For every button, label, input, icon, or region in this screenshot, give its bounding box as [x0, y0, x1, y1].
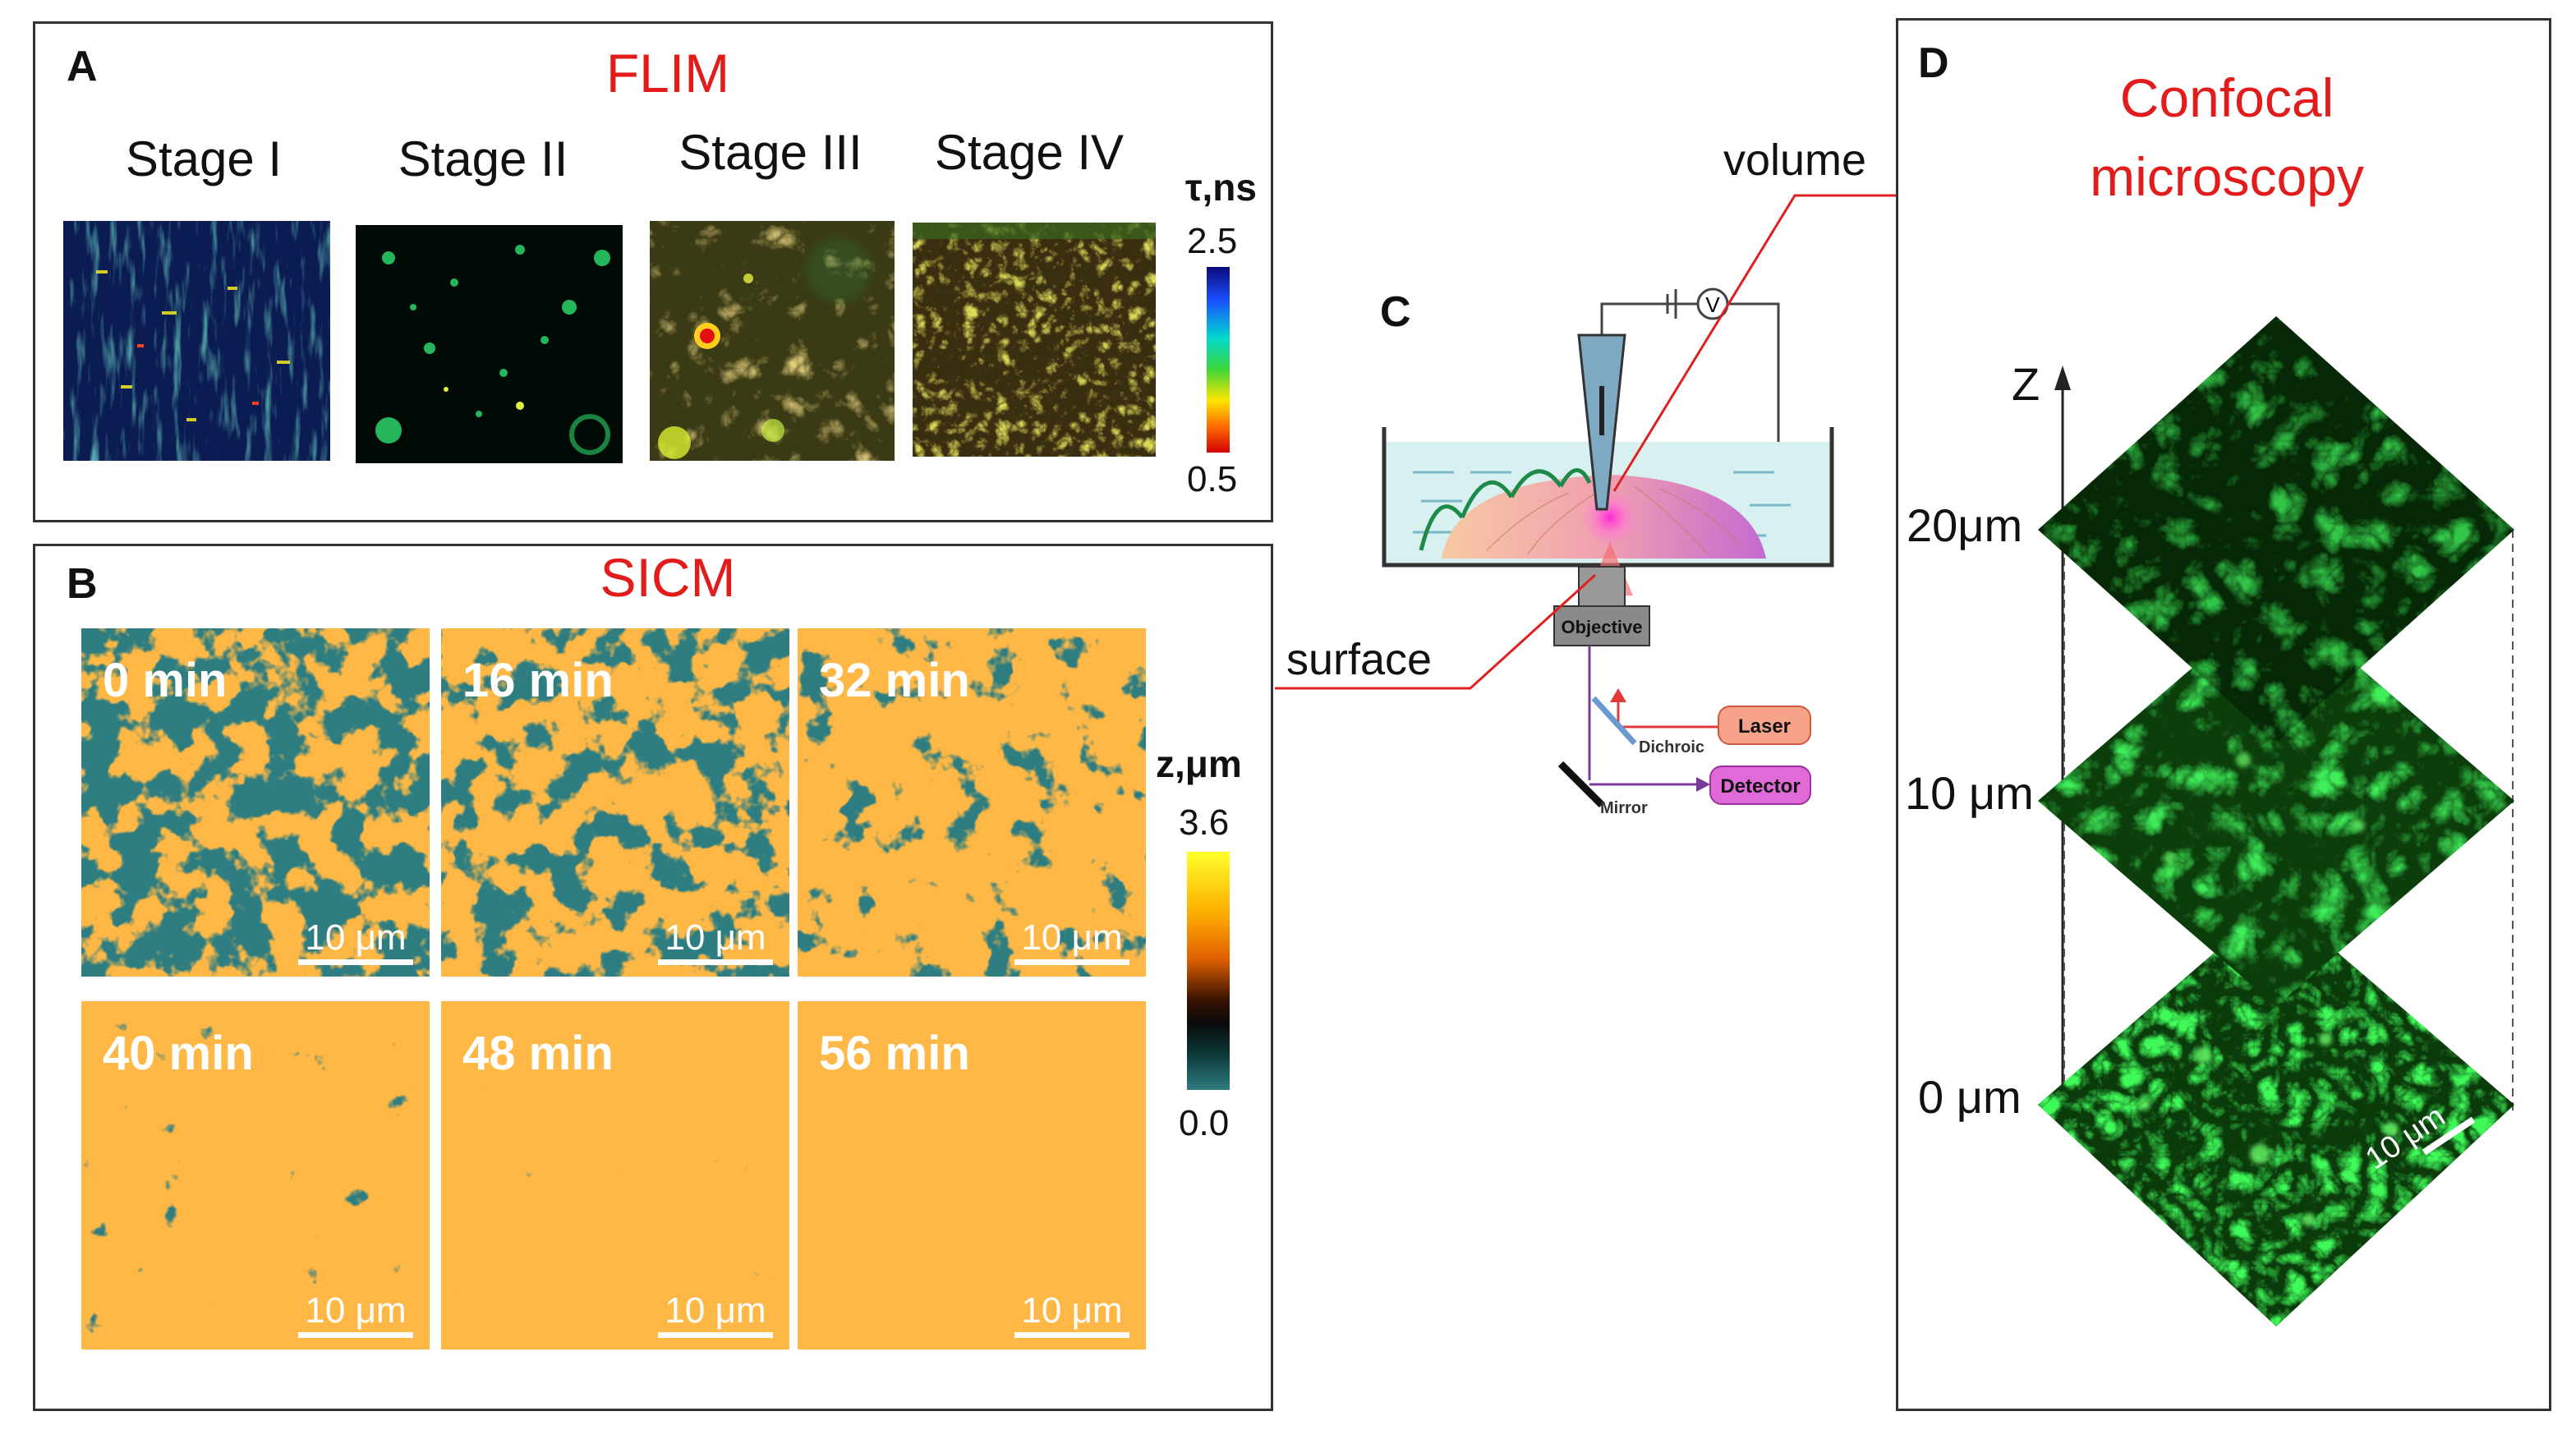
sicm-scale-bar: 10 μm	[658, 1293, 773, 1338]
sicm-scale-label: 10 μm	[1021, 917, 1123, 958]
sicm-scale-bar: 10 μm	[658, 920, 773, 965]
flim-image-stage-3	[650, 221, 895, 461]
laser-label: Laser	[1738, 715, 1791, 738]
stage-label-2: Stage II	[398, 131, 568, 186]
sicm-scale-line	[658, 959, 773, 965]
z-colorbar	[1187, 852, 1230, 1090]
panel-b-title: SICM	[600, 547, 736, 608]
level-label-10: 10 μm	[1905, 767, 2034, 819]
z-colorbar-min: 0.0	[1179, 1103, 1230, 1143]
sicm-scale-line	[298, 1332, 413, 1338]
tau-colorbar	[1207, 267, 1230, 453]
callout-volume: volume	[1723, 136, 1867, 185]
tau-colorbar-max: 2.5	[1187, 221, 1238, 261]
detector-label: Detector	[1720, 775, 1800, 798]
sicm-frame-2: 32 min 10 μm	[798, 628, 1146, 977]
sicm-frame-3: 40 min 10 μm	[81, 1001, 430, 1349]
sicm-time-label: 16 min	[462, 654, 614, 707]
sicm-frame-1: 16 min 10 μm	[441, 628, 789, 977]
sicm-scale-bar: 10 μm	[1014, 1293, 1129, 1338]
stage-label-4: Stage IV	[934, 125, 1125, 180]
panel-a-flim: A FLIM Stage I Stage II Stage III Stage …	[33, 21, 1273, 522]
sicm-scale-label: 10 μm	[1021, 1290, 1123, 1331]
sicm-scale-label: 10 μm	[665, 917, 766, 958]
sicm-scale-line	[1014, 1332, 1129, 1338]
sicm-setup-diagram: V Obj	[1382, 287, 1834, 817]
callout-surface: surface	[1286, 635, 1433, 684]
flim-image-stage-1	[63, 221, 330, 461]
flim-image-stage-2	[356, 225, 623, 463]
sicm-time-label: 56 min	[819, 1027, 970, 1080]
sicm-scale-label: 10 μm	[665, 1290, 766, 1331]
confocal-stack: 10 μm	[2038, 316, 2514, 1326]
voltmeter-label: V	[1705, 292, 1720, 317]
sicm-time-label: 40 min	[103, 1027, 254, 1080]
tau-colorbar-min: 0.5	[1187, 459, 1238, 499]
panel-c-letter: C	[1380, 288, 1411, 336]
sicm-scale-bar: 10 μm	[298, 1293, 413, 1338]
panel-d-title-line1: Confocal	[2119, 67, 2334, 128]
flim-image-stage-4	[913, 223, 1156, 457]
tau-colorbar-title: τ,ns	[1185, 166, 1257, 209]
sicm-scale-line	[298, 959, 413, 965]
sicm-time-label: 32 min	[819, 654, 970, 707]
confocal-slice-20um	[2038, 316, 2514, 743]
z-axis-label: Z	[2012, 358, 2040, 410]
panel-d-letter: D	[1918, 39, 1949, 87]
mirror-label: Mirror	[1600, 799, 1648, 817]
sicm-scale-bar: 10 μm	[298, 920, 413, 965]
panel-d-confocal: D Confocal microscopy Z 20μm 10 μm 0 μm	[1896, 18, 2551, 1411]
sicm-frame-5: 56 min 10 μm	[798, 1001, 1146, 1349]
sicm-scale-bar: 10 μm	[1014, 920, 1129, 965]
z-colorbar-title: z,μm	[1156, 742, 1242, 785]
level-label-20: 20μm	[1907, 499, 2023, 551]
panel-b-sicm: B SICM 0 min 10 μm 16 min 10 μm 32 min 10 μm 4…	[33, 544, 1273, 1411]
level-label-0: 0 μm	[1918, 1071, 2022, 1123]
sicm-scale-label: 10 μm	[305, 917, 407, 958]
panel-b-letter: B	[67, 560, 98, 608]
sicm-frame-4: 48 min 10 μm	[441, 1001, 789, 1349]
dichroic-label: Dichroic	[1639, 738, 1704, 756]
sicm-scale-line	[658, 1332, 773, 1338]
objective-label: Objective	[1561, 617, 1642, 637]
panel-a-letter: A	[67, 43, 98, 90]
sicm-frame-0: 0 min 10 μm	[81, 628, 430, 977]
sicm-time-label: 0 min	[103, 654, 228, 707]
sicm-scale-label: 10 μm	[305, 1290, 407, 1331]
panel-d-title-line2: microscopy	[2090, 146, 2364, 207]
sicm-scale-line	[1014, 959, 1129, 965]
z-colorbar-max: 3.6	[1179, 802, 1230, 843]
sicm-time-label: 48 min	[462, 1027, 614, 1080]
stage-label-1: Stage I	[125, 131, 283, 186]
stage-label-3: Stage III	[678, 125, 862, 180]
panel-a-title: FLIM	[605, 43, 730, 103]
